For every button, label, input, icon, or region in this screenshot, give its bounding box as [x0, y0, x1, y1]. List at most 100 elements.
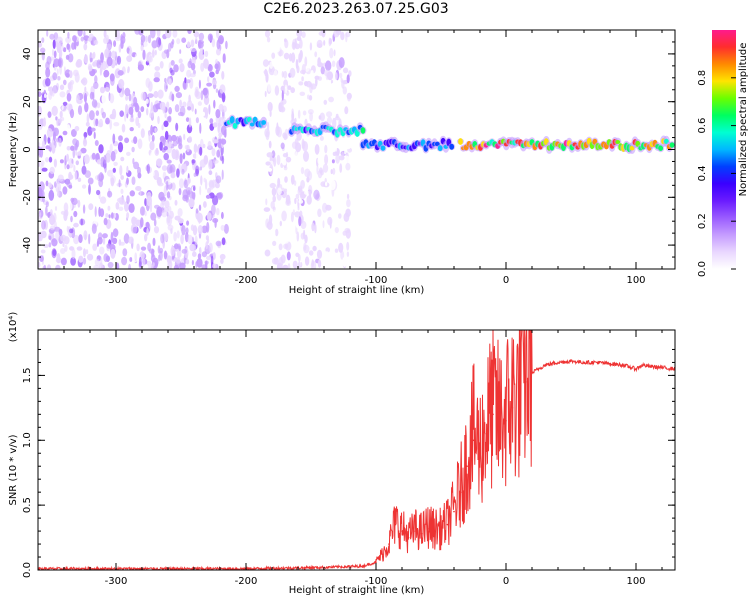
- noise-blob: [193, 172, 197, 177]
- noise-blob: [179, 262, 186, 269]
- noise-blob: [282, 153, 288, 158]
- noise-blob: [156, 206, 163, 217]
- noise-blob: [126, 55, 133, 62]
- noise-blob: [217, 122, 221, 128]
- noise-blob: [112, 167, 117, 173]
- noise-blob: [46, 55, 52, 65]
- noise-blob: [83, 30, 86, 37]
- noise-blob: [168, 141, 172, 149]
- snr-point: [472, 439, 475, 442]
- noise-blob: [66, 181, 72, 188]
- noise-blob: [135, 186, 142, 191]
- noise-blob: [77, 199, 81, 208]
- noise-blob: [131, 216, 137, 225]
- y-tick-label: 0.0: [22, 562, 33, 578]
- noise-blob: [179, 49, 182, 54]
- noise-blob: [335, 30, 342, 36]
- noise-blob: [165, 30, 172, 39]
- noise-blob: [328, 38, 333, 45]
- y-tick-label: 0: [22, 146, 33, 152]
- noise-blob: [299, 49, 303, 60]
- noise-blob: [107, 261, 114, 269]
- noise-blob: [84, 86, 87, 93]
- snr-point: [420, 532, 423, 535]
- noise-blob: [89, 57, 93, 63]
- noise-blob: [340, 77, 343, 83]
- noise-blob: [82, 184, 87, 189]
- noise-blob: [316, 39, 323, 49]
- noise-blob: [267, 82, 272, 92]
- noise-blob: [193, 31, 200, 38]
- noise-blob: [205, 194, 211, 199]
- noise-blob: [170, 60, 175, 66]
- noise-blob: [269, 61, 274, 69]
- noise-blob: [111, 50, 116, 59]
- noise-blob: [146, 108, 149, 116]
- noise-blob: [345, 162, 351, 171]
- noise-blob: [115, 202, 120, 210]
- noise-blob: [173, 149, 180, 161]
- noise-blob: [163, 250, 168, 260]
- noise-blob: [159, 61, 164, 69]
- noise-blob: [163, 120, 169, 128]
- noise-blob: [45, 180, 49, 187]
- noise-blob: [203, 201, 207, 208]
- noise-blob: [302, 140, 306, 149]
- noise-blob: [113, 40, 117, 47]
- noise-blob: [189, 77, 194, 89]
- noise-blob: [140, 106, 145, 113]
- noise-blob: [194, 235, 198, 246]
- noise-blob: [195, 208, 199, 214]
- noise-blob: [151, 134, 155, 142]
- noise-blob: [154, 71, 161, 79]
- noise-blob: [126, 177, 129, 185]
- noise-blob: [44, 93, 47, 99]
- noise-blob: [161, 200, 165, 206]
- signal-blob: [449, 143, 455, 150]
- noise-blob: [62, 101, 68, 106]
- noise-blob: [81, 77, 88, 86]
- noise-blob: [137, 64, 144, 71]
- noise-blob: [292, 38, 297, 48]
- noise-blob: [345, 208, 351, 218]
- noise-blob: [133, 161, 140, 170]
- noise-blob: [95, 110, 100, 116]
- noise-blob: [55, 116, 58, 121]
- noise-blob: [47, 136, 51, 144]
- x-tick-label: -200: [235, 275, 258, 286]
- noise-blob: [207, 140, 212, 149]
- noise-blob: [52, 39, 56, 49]
- noise-blob: [60, 234, 67, 242]
- noise-blob: [73, 234, 80, 245]
- noise-blob: [264, 249, 271, 257]
- noise-blob: [181, 168, 185, 175]
- noise-blob: [319, 135, 324, 141]
- noise-blob: [71, 248, 76, 260]
- snr-frame: [37, 329, 676, 571]
- noise-blob: [109, 102, 114, 110]
- spectrogram-panel: -300 -200 -100 0 100 40 20 0 -20 -40 Height of str…: [8, 29, 676, 296]
- noise-blob: [291, 111, 295, 122]
- noise-blob: [109, 93, 115, 104]
- noise-blob: [275, 228, 279, 237]
- noise-blob: [212, 139, 219, 144]
- noise-blob: [40, 160, 45, 167]
- noise-blob: [324, 144, 328, 154]
- noise-blob: [191, 56, 196, 65]
- noise-blob: [293, 180, 297, 186]
- colorbar-label: Normalized spectral amplitude: [738, 43, 749, 197]
- noise-blob: [65, 36, 72, 44]
- noise-blob: [274, 43, 281, 53]
- noise-blob: [302, 110, 307, 116]
- noise-blob: [93, 81, 99, 90]
- noise-blob: [116, 55, 122, 65]
- noise-blob: [304, 234, 308, 244]
- noise-blob: [105, 213, 109, 218]
- noise-blob: [41, 140, 46, 150]
- noise-blob: [65, 54, 70, 60]
- noise-blob: [339, 163, 343, 173]
- noise-blob: [143, 264, 149, 269]
- noise-blob: [282, 235, 290, 244]
- noise-blob: [280, 142, 285, 150]
- noise-blob: [88, 203, 94, 211]
